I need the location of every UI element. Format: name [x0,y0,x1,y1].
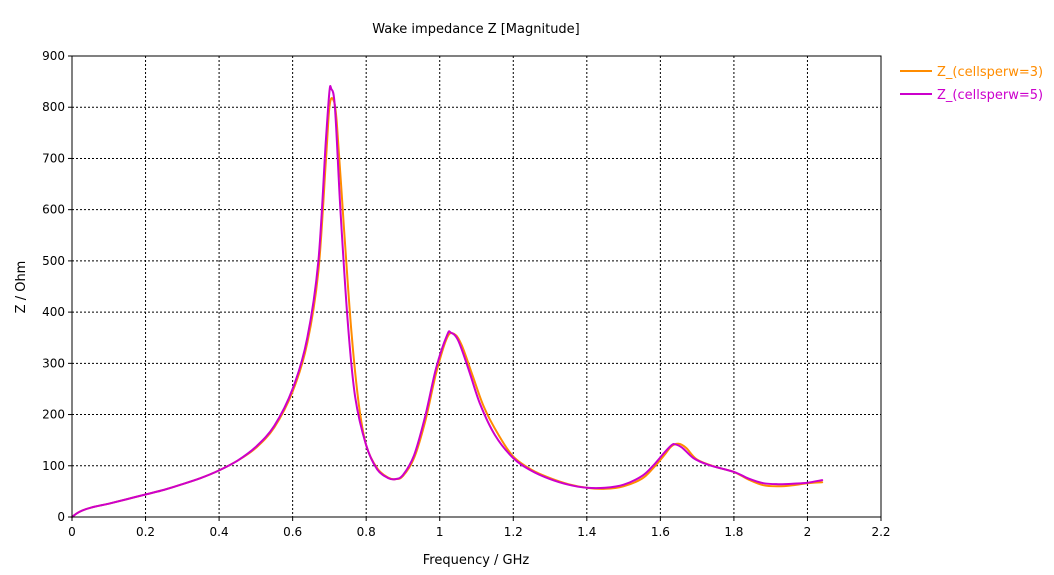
x-tick-label: 2.2 [871,525,890,539]
y-tick-label: 0 [57,510,65,524]
y-axis: 0 100 200 300 400 500 600 700 800 900 [42,49,72,524]
y-tick-label: 900 [42,49,65,63]
grid [72,56,881,517]
x-tick-label: 1.8 [724,525,743,539]
x-axis-label: Frequency / GHz [423,553,530,568]
x-tick-label: 0.8 [357,525,376,539]
y-tick-label: 400 [42,305,65,319]
chart-title: Wake impedance Z [Magnitude] [372,22,580,37]
y-tick-label: 600 [42,203,65,217]
x-axis: 0 0.2 0.4 0.6 0.8 1 1.2 1.4 1.6 1.8 2 2.2 [68,517,891,539]
series-line-2 [71,84,824,518]
x-tick-label: 0.6 [283,525,302,539]
legend-label-1: Z_(cellsperw=3) [937,65,1043,80]
x-tick-label: 0.2 [136,525,155,539]
y-tick-label: 500 [42,254,65,268]
x-tick-label: 1.4 [577,525,596,539]
x-tick-label: 1.6 [651,525,670,539]
y-tick-label: 300 [42,356,65,370]
x-tick-label: 2 [804,525,812,539]
y-tick-label: 800 [42,100,65,114]
curves [71,84,824,518]
x-tick-label: 1 [436,525,444,539]
legend: Z_(cellsperw=3) Z_(cellsperw=5) [900,65,1043,103]
plot-frame [71,55,882,518]
y-tick-label: 700 [42,151,65,165]
y-axis-label: Z / Ohm [14,261,29,314]
x-tick-label: 0.4 [210,525,229,539]
y-tick-label: 200 [42,408,65,422]
legend-label-2: Z_(cellsperw=5) [937,88,1043,103]
y-tick-label: 100 [42,459,65,473]
x-tick-label: 1.2 [504,525,523,539]
x-tick-label: 0 [68,525,76,539]
